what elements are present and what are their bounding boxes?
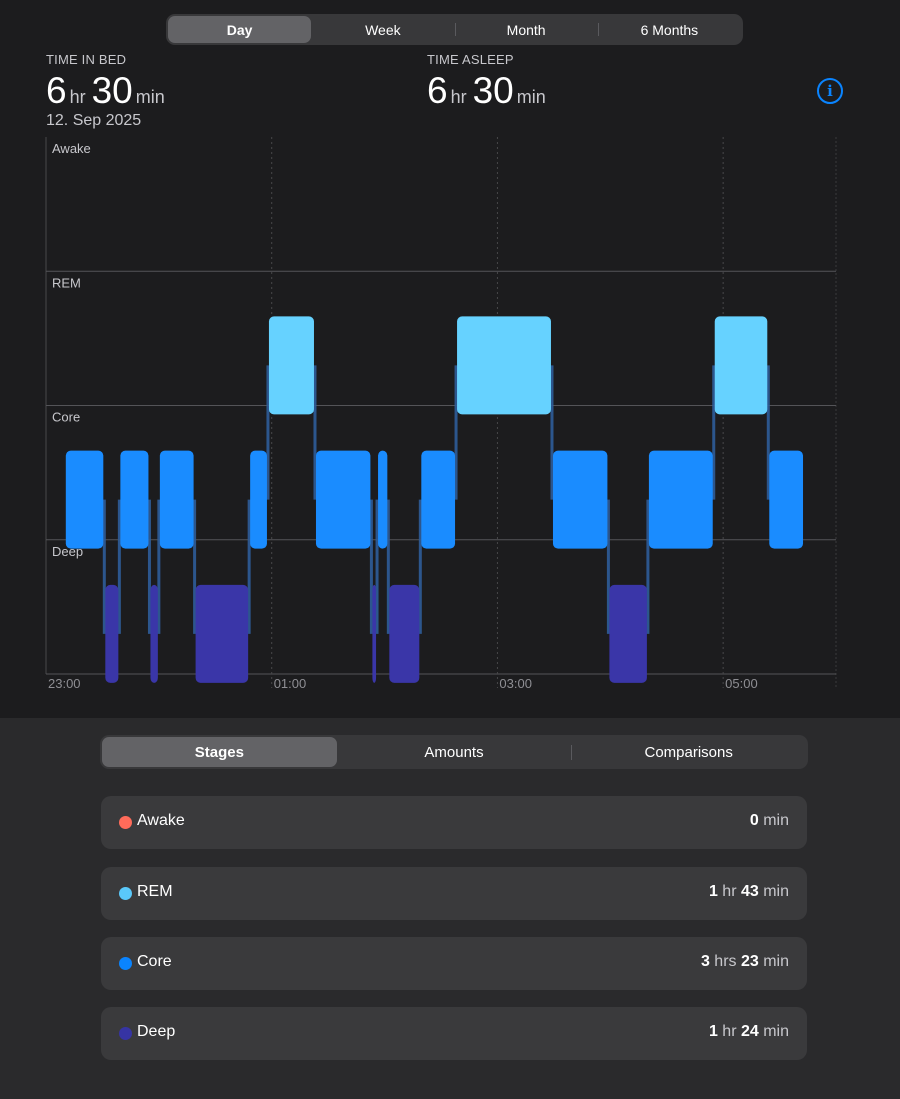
stage-name: Deep xyxy=(137,1023,176,1040)
stage-duration: 3 hrs 23 min xyxy=(700,953,789,970)
stage-transition xyxy=(712,365,716,500)
stage-transition xyxy=(157,499,161,634)
stage-segment-rem xyxy=(457,316,551,415)
y-level-label: Core xyxy=(52,410,80,425)
stage-segment-deep xyxy=(389,584,420,683)
stage-segment-rem xyxy=(268,316,314,415)
time-in-bed-value: 6 hr 30 min xyxy=(46,70,171,112)
range-segmented-control: Day Week Month 6 Months xyxy=(166,14,743,45)
tab-stages[interactable]: Stages xyxy=(102,737,337,767)
stage-transition xyxy=(386,499,390,634)
time-asleep-hr-unit: hr xyxy=(450,87,467,107)
stage-segment-deep xyxy=(195,584,249,683)
x-tick-label: 03:00 xyxy=(499,676,532,691)
x-tick-label: 23:00 xyxy=(48,676,81,691)
y-level-label: REM xyxy=(52,275,81,290)
stage-duration: 1 hr 43 min xyxy=(708,883,789,900)
tab-week[interactable]: Week xyxy=(365,21,401,38)
stage-transition xyxy=(646,499,650,634)
stage-name: REM xyxy=(137,883,173,900)
stage-color-dot xyxy=(119,957,132,970)
stage-row-core[interactable]: Core 3 hrs 23 min xyxy=(101,937,807,990)
tab-amounts[interactable]: Amounts xyxy=(424,743,484,761)
stage-segment-core xyxy=(769,450,804,549)
stage-segment-core xyxy=(552,450,608,549)
stage-transition xyxy=(369,499,373,634)
time-in-bed-min-unit: min xyxy=(135,87,165,107)
stage-transition xyxy=(454,365,458,500)
stage-segment-deep xyxy=(150,584,158,683)
time-asleep-minutes: 30 xyxy=(472,70,514,111)
stage-transition xyxy=(147,499,151,634)
stage-segment-core xyxy=(120,450,149,549)
x-tick-label: 05:00 xyxy=(725,676,758,691)
date-label: 12. Sep 2025 xyxy=(46,112,142,129)
stage-row-deep[interactable]: Deep 1 hr 24 min xyxy=(101,1007,807,1060)
stage-duration: 0 min xyxy=(749,812,789,829)
time-asleep-hours: 6 xyxy=(427,70,448,111)
stage-transition xyxy=(266,365,270,500)
time-in-bed-hr-unit: hr xyxy=(69,87,86,107)
stage-duration: 1 hr 24 min xyxy=(708,1023,789,1040)
stage-transition xyxy=(117,499,121,634)
stage-segment-core xyxy=(250,450,267,549)
stage-segment-core xyxy=(159,450,194,549)
stage-color-dot xyxy=(119,887,132,900)
time-in-bed-minutes: 30 xyxy=(91,70,133,111)
stage-segment-core xyxy=(65,450,104,549)
time-asleep-value: 6 hr 30 min xyxy=(427,70,552,112)
x-tick-label: 01:00 xyxy=(274,676,307,691)
y-level-label: Awake xyxy=(52,141,91,156)
stages-segmented-control: Stages Amounts Comparisons xyxy=(100,735,808,769)
info-icon[interactable]: i xyxy=(817,78,843,104)
stage-segment-deep xyxy=(609,584,647,683)
stage-segment-core xyxy=(648,450,713,549)
stage-name: Awake xyxy=(137,812,185,829)
stage-transition xyxy=(550,365,554,500)
stage-row-awake[interactable]: Awake 0 min xyxy=(101,796,807,849)
stage-transition xyxy=(193,499,197,634)
stage-segment-deep xyxy=(372,584,377,683)
stage-transition xyxy=(766,365,770,500)
stage-transition xyxy=(418,499,422,634)
stage-transition xyxy=(606,499,610,634)
stage-row-rem[interactable]: REM 1 hr 43 min xyxy=(101,867,807,920)
stage-segment-core xyxy=(315,450,371,549)
tab-comparisons[interactable]: Comparisons xyxy=(571,737,806,767)
stage-color-dot xyxy=(119,816,132,829)
stage-transition xyxy=(247,499,251,634)
stage-segment-deep xyxy=(105,584,119,683)
stage-segment-core xyxy=(421,450,456,549)
time-asleep-min-unit: min xyxy=(516,87,546,107)
stage-segment-core xyxy=(378,450,388,549)
stage-segment-rem xyxy=(714,316,768,415)
tab-day[interactable]: Day xyxy=(168,16,312,43)
time-in-bed-label: TIME IN BED xyxy=(46,52,127,67)
time-asleep-label: TIME ASLEEP xyxy=(427,52,514,67)
stage-color-dot xyxy=(119,1027,132,1040)
stage-transition xyxy=(102,499,106,634)
stage-name: Core xyxy=(137,953,172,970)
stage-transition xyxy=(375,499,379,634)
tab-6-months[interactable]: 6 Months xyxy=(597,16,741,43)
stage-transition xyxy=(313,365,317,500)
time-in-bed-hours: 6 xyxy=(46,70,67,111)
tab-month[interactable]: Month xyxy=(454,16,598,43)
